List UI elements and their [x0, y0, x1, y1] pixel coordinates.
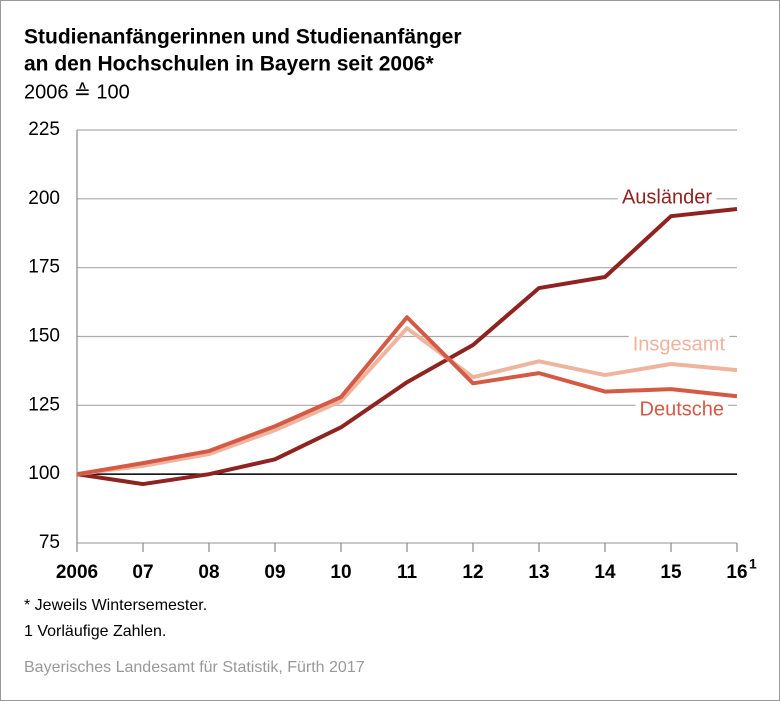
series-label-bg: [617, 186, 717, 209]
x-tick-label: 16: [726, 562, 747, 583]
x-tick-label: 08: [198, 562, 219, 583]
y-tick-label: 125: [28, 394, 60, 415]
series-line: [76, 315, 738, 477]
series-label: Ausländer: [622, 186, 712, 208]
series-label-bg: [635, 398, 728, 421]
y-tick-label: 150: [28, 326, 60, 347]
footnote-mark: 1: [749, 556, 757, 572]
chart-title: Studienanfängerinnen und Studienanfänger: [24, 26, 462, 49]
y-tick-label: 100: [28, 463, 60, 484]
footnote: * Jeweils Wintersemester.: [24, 597, 207, 614]
y-tick-label: 200: [28, 188, 60, 209]
x-tick-label: 15: [660, 562, 682, 583]
y-tick-label: 225: [28, 119, 60, 140]
chart-subtitle: 2006 ≙ 100: [24, 81, 130, 103]
x-tick-label: 09: [264, 562, 285, 583]
footnote: 1 Vorläufige Zahlen.: [24, 623, 166, 640]
y-tick-label: 175: [28, 257, 60, 278]
series-label: Deutsche: [640, 398, 725, 420]
x-tick-label: 14: [594, 562, 616, 583]
x-tick-label: 11: [397, 562, 418, 583]
series-label: Insgesamt: [633, 333, 726, 355]
series-line: [76, 207, 738, 487]
source: Bayerisches Landesamt für Statistik, Für…: [24, 659, 365, 676]
series-line: [76, 326, 738, 477]
x-tick-label: 10: [330, 562, 351, 583]
chart-title: an den Hochschulen in Bayern seit 2006*: [24, 53, 434, 76]
x-tick-label: 13: [528, 562, 549, 583]
series-label-bg: [628, 333, 730, 356]
y-tick-label: 75: [39, 532, 60, 553]
x-tick-label: 2006: [56, 562, 98, 583]
x-tick-label: 07: [132, 562, 153, 583]
x-tick-label: 12: [462, 562, 483, 583]
